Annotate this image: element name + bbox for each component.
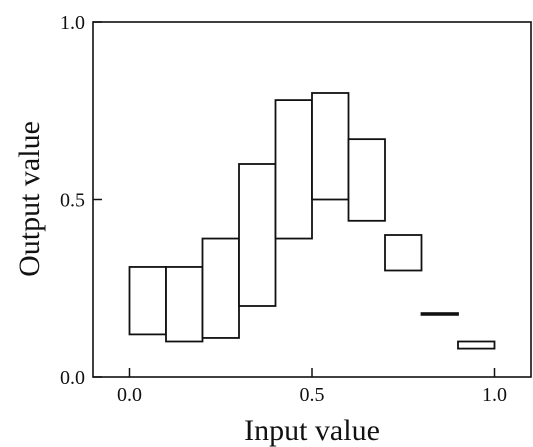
interval-box [166,267,203,342]
interval-box [458,342,495,349]
y-tick-label: 1.0 [60,12,85,34]
interval-box [349,139,386,221]
interval-box [239,164,276,306]
interval-box [203,239,240,338]
interval-box [422,313,459,315]
y-tick-labels: 0.0 0.5 1.0 [60,12,85,389]
x-tick-labels: 0.0 0.5 1.0 [117,384,507,406]
interval-box [312,93,349,200]
x-tick-label: 0.0 [117,384,142,406]
interval-boxes [130,93,495,349]
x-axis-title: Input value [244,414,380,447]
y-axis-title: Output value [13,121,46,277]
y-tick-label: 0.5 [60,190,85,212]
interval-box [385,235,422,271]
x-tick-label: 1.0 [482,384,507,406]
interval-box [276,100,313,238]
interval-box [130,267,167,334]
y-tick-label: 0.0 [60,367,85,389]
x-tick-label: 0.5 [300,384,325,406]
